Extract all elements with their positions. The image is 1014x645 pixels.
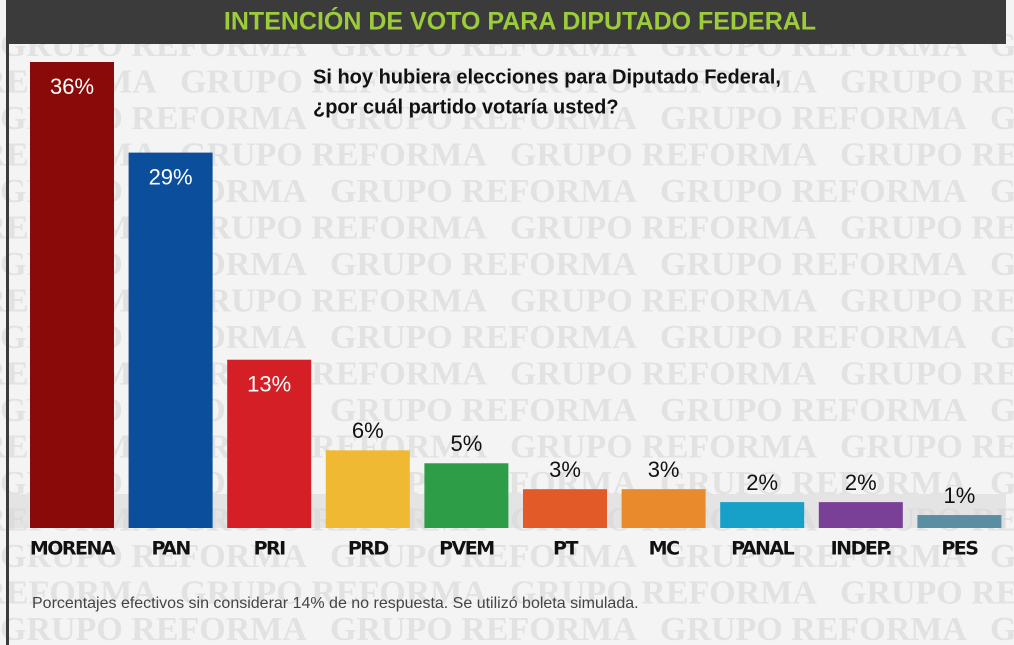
watermark: GRUPO REFORMA <box>660 100 967 137</box>
bar <box>818 502 903 528</box>
watermark: GRUPO REFORMA <box>990 246 1014 283</box>
value-label: 3% <box>549 457 581 482</box>
watermark: GRUPO REFORMA <box>840 355 1014 392</box>
watermark: GRUPO REFORMA <box>0 538 307 575</box>
x-tick-label: PT <box>553 538 578 560</box>
value-label: 29% <box>149 164 193 189</box>
value-label: 2% <box>746 470 778 495</box>
bar <box>523 489 607 528</box>
watermark: GRUPO REFORMA <box>990 611 1014 645</box>
watermark: GRUPO REFORMA <box>660 319 967 356</box>
watermark: GRUPO REFORMA <box>510 63 817 100</box>
watermark: GRUPO REFORMA <box>840 574 1014 611</box>
question-line: Si hoy hubiera elecciones para Diputado … <box>313 66 781 88</box>
watermark: GRUPO REFORMA <box>330 100 637 137</box>
value-label: 2% <box>845 470 877 495</box>
watermark: GRUPO REFORMA <box>510 574 817 611</box>
x-tick-label: PANAL <box>731 538 794 560</box>
watermark: GRUPO REFORMA <box>180 209 487 246</box>
bar <box>325 450 410 528</box>
watermark: GRUPO REFORMA <box>0 611 307 645</box>
question-line: ¿por cuál partido votaría usted? <box>313 96 619 118</box>
bar <box>227 359 312 528</box>
watermark: GRUPO REFORMA <box>330 611 637 645</box>
value-label: 36% <box>50 74 94 99</box>
watermark: GRUPO REFORMA <box>660 246 967 283</box>
watermark: GRUPO REFORMA <box>330 246 637 283</box>
value-label: 3% <box>648 457 680 482</box>
value-label: 1% <box>944 483 976 508</box>
bar <box>621 489 706 528</box>
watermark: GRUPO REFORMA <box>180 574 487 611</box>
value-label: 6% <box>352 418 384 443</box>
x-tick-label: PES <box>941 538 978 560</box>
watermark: GRUPO REFORMA <box>510 136 817 173</box>
bar <box>720 502 805 528</box>
watermark: GRUPO REFORMA <box>660 173 967 210</box>
watermark: GRUPO REFORMA <box>330 173 637 210</box>
x-tick-label: PRI <box>254 538 286 560</box>
watermark: GRUPO REFORMA <box>510 428 817 465</box>
chart-title: INTENCIÓN DE VOTO PARA DIPUTADO FEDERAL <box>224 6 816 36</box>
watermark: GRUPO REFORMA <box>840 209 1014 246</box>
watermark: GRUPO REFORMA <box>510 209 817 246</box>
watermark: GRUPO REFORMA <box>990 100 1014 137</box>
left-border <box>6 0 9 645</box>
x-tick-label: MORENA <box>30 538 116 560</box>
watermark: GRUPO REFORMA <box>840 282 1014 319</box>
watermark: GRUPO REFORMA <box>990 173 1014 210</box>
x-tick-label: INDEP. <box>831 538 892 560</box>
bar <box>424 463 509 528</box>
bar <box>30 62 114 528</box>
watermark: GRUPO REFORMA <box>180 136 487 173</box>
x-tick-label: PRD <box>348 538 389 560</box>
watermark: GRUPO REFORMA <box>180 355 487 392</box>
watermark: GRUPO REFORMA <box>330 538 637 575</box>
watermark: GRUPO REFORMA <box>840 136 1014 173</box>
watermark: GRUPO REFORMA <box>510 282 817 319</box>
watermark: GRUPO REFORMA <box>660 611 967 645</box>
watermark: GRUPO REFORMA <box>510 355 817 392</box>
watermark: GRUPO REFORMA <box>660 538 967 575</box>
x-tick-label: PAN <box>151 538 190 560</box>
value-label: 5% <box>451 431 483 456</box>
watermark: GRUPO REFORMA <box>180 282 487 319</box>
watermark: GRUPO REFORMA <box>180 63 487 100</box>
watermark: GRUPO REFORMA <box>990 319 1014 356</box>
x-tick-label: PVEM <box>439 538 494 560</box>
watermark: GRUPO REFORMA <box>330 319 637 356</box>
watermark: GRUPO REFORMA <box>840 428 1014 465</box>
bar <box>128 152 213 528</box>
title-bar <box>6 0 1006 44</box>
footnote: Porcentajes efectivos sin considerar 14%… <box>32 595 639 612</box>
watermark: GRUPO REFORMA <box>990 392 1014 429</box>
value-label: 13% <box>247 372 291 397</box>
watermark: GRUPO REFORMA <box>0 574 157 611</box>
watermark: GRUPO REFORMA <box>660 392 967 429</box>
watermark: GRUPO REFORMA <box>840 63 1014 100</box>
x-tick-label: MC <box>649 538 679 560</box>
bar <box>917 515 1002 528</box>
watermark: GRUPO REFORMA <box>990 538 1014 575</box>
watermark: GRUPO REFORMA <box>330 392 637 429</box>
